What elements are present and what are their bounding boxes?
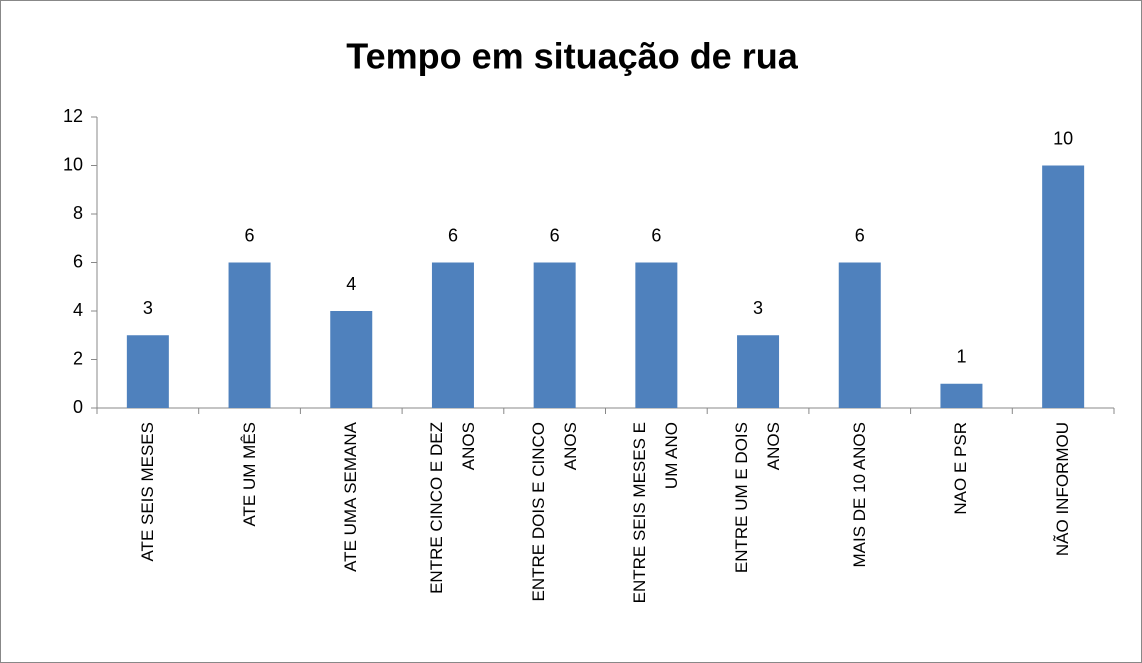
bar: [431, 262, 474, 408]
x-tick-label: ATE SEIS MESES: [137, 422, 157, 562]
data-label: 1: [956, 347, 966, 367]
bar: [1042, 165, 1085, 408]
bar: [228, 262, 271, 408]
x-tick-label: ATE UMA SEMANA: [341, 422, 361, 572]
bar: [737, 335, 780, 408]
y-tick-label: 8: [73, 203, 83, 223]
data-label: 6: [651, 225, 661, 245]
chart-title: Tempo em situação de rua: [346, 36, 798, 77]
bar: [126, 335, 169, 408]
y-tick-label: 0: [73, 397, 83, 417]
data-label: 6: [855, 225, 865, 245]
y-tick-label: 2: [73, 348, 83, 368]
y-tick-label: 4: [73, 300, 83, 320]
y-tick-label: 6: [73, 251, 83, 271]
x-tick-label: ENTRE UM E DOIS ANOS: [732, 422, 784, 574]
data-label: 6: [550, 225, 560, 245]
bar: [330, 311, 373, 408]
bar: [838, 262, 881, 408]
x-tick-label: ENTRE CINCO E DEZ ANOS: [426, 422, 478, 594]
data-label: 6: [245, 225, 255, 245]
data-label: 10: [1053, 128, 1073, 148]
x-tick-label: NÃO INFORMOU: [1053, 422, 1073, 557]
x-tick-label: ATE UM MÊS: [239, 422, 259, 527]
y-tick-label: 12: [63, 106, 83, 126]
bar: [533, 262, 576, 408]
x-tick-label: ENTRE SEIS MESES E UM ANO: [630, 422, 682, 604]
x-tick-label: MAIS DE 10 ANOS: [849, 422, 869, 568]
y-tick-label: 10: [63, 154, 83, 174]
bar: [635, 262, 678, 408]
bar: [940, 383, 983, 408]
data-label: 3: [143, 298, 153, 318]
x-tick-label: ENTRE DOIS E CINCO ANOS: [528, 422, 580, 602]
data-label: 4: [346, 274, 356, 294]
x-tick-label: NAO E PSR: [951, 422, 971, 515]
data-label: 3: [753, 298, 763, 318]
data-label: 6: [448, 225, 458, 245]
